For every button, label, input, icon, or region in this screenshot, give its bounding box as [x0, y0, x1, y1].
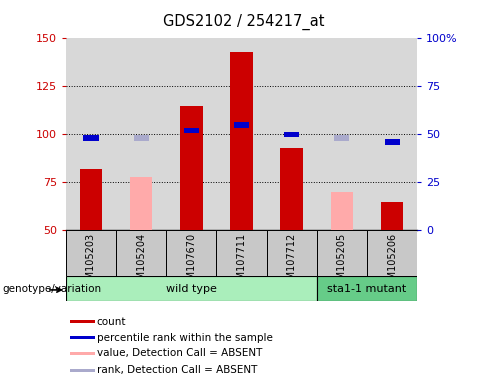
- Bar: [184, 127, 199, 134]
- Bar: [66, 276, 317, 301]
- Bar: [166, 230, 217, 276]
- Bar: [230, 52, 253, 230]
- Text: value, Detection Call = ABSENT: value, Detection Call = ABSENT: [97, 348, 262, 358]
- Bar: [83, 136, 99, 141]
- Bar: [116, 230, 166, 276]
- Text: GSM105204: GSM105204: [136, 233, 146, 292]
- Bar: [70, 352, 95, 354]
- Bar: [381, 202, 404, 230]
- Text: wild type: wild type: [166, 284, 217, 294]
- Bar: [80, 169, 102, 230]
- Bar: [284, 131, 299, 137]
- Bar: [331, 192, 353, 230]
- Text: genotype/variation: genotype/variation: [2, 284, 102, 294]
- Bar: [367, 230, 417, 276]
- Bar: [180, 106, 203, 230]
- Bar: [66, 230, 116, 276]
- Bar: [334, 136, 349, 141]
- Text: sta1-1 mutant: sta1-1 mutant: [327, 284, 407, 294]
- Bar: [134, 136, 149, 141]
- Bar: [317, 276, 417, 301]
- Bar: [70, 321, 95, 323]
- Text: GSM107712: GSM107712: [287, 233, 297, 292]
- Bar: [130, 177, 152, 230]
- Bar: [317, 230, 367, 276]
- Bar: [234, 122, 249, 127]
- Bar: [385, 139, 400, 145]
- Text: count: count: [97, 317, 126, 327]
- Text: GDS2102 / 254217_at: GDS2102 / 254217_at: [163, 13, 325, 30]
- Text: GSM105203: GSM105203: [86, 233, 96, 292]
- Text: GSM107670: GSM107670: [186, 233, 196, 292]
- Bar: [281, 148, 303, 230]
- Bar: [70, 336, 95, 339]
- Text: GSM105206: GSM105206: [387, 233, 397, 292]
- Bar: [266, 230, 317, 276]
- Bar: [70, 369, 95, 372]
- Text: GSM105205: GSM105205: [337, 233, 347, 292]
- Bar: [217, 230, 266, 276]
- Text: percentile rank within the sample: percentile rank within the sample: [97, 333, 272, 343]
- Text: GSM107711: GSM107711: [237, 233, 246, 292]
- Text: rank, Detection Call = ABSENT: rank, Detection Call = ABSENT: [97, 365, 257, 375]
